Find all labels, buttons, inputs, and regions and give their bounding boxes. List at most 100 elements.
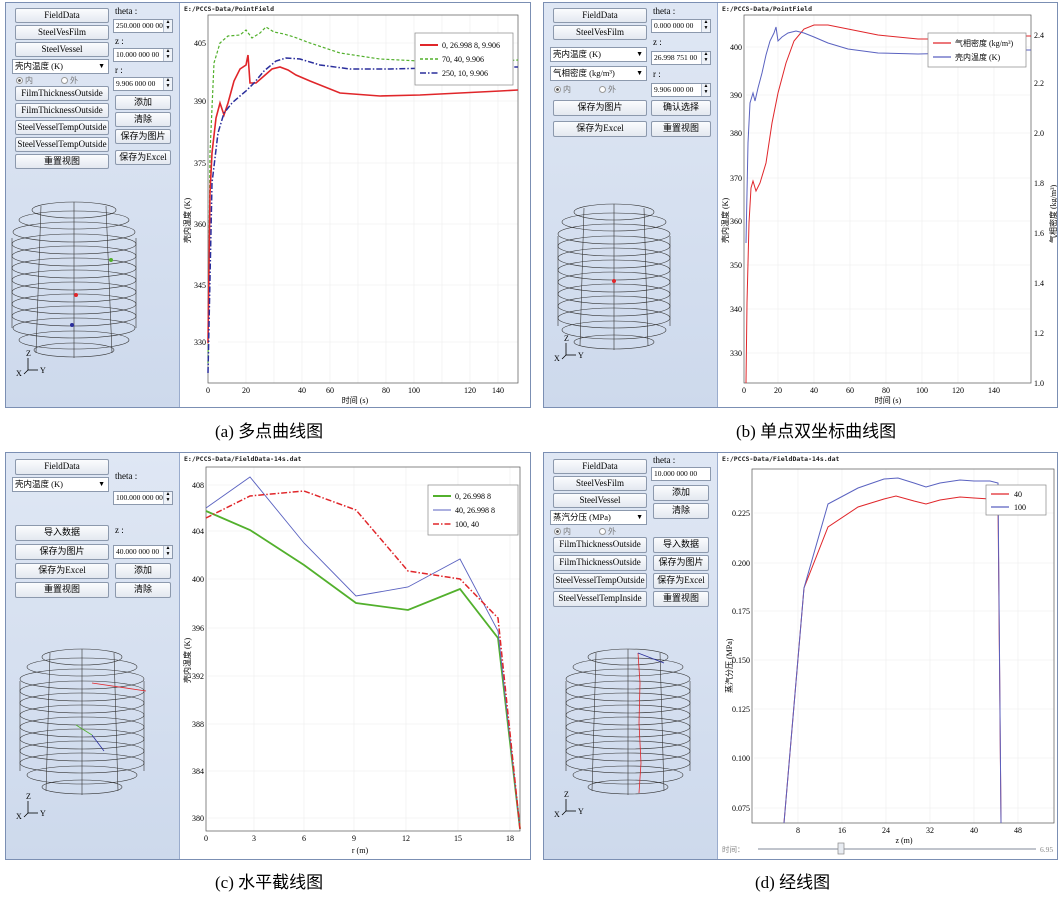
theta-input[interactable]: 100.000 000 00 ▲ ▼ bbox=[113, 491, 173, 505]
film-thickness-outside-button[interactable]: FilmThicknessOutside bbox=[15, 86, 109, 101]
save-excel-button[interactable]: 保存为Excel bbox=[653, 573, 709, 589]
import-data-button[interactable]: 导入数据 bbox=[15, 525, 109, 541]
radio-in[interactable]: 内 bbox=[554, 526, 571, 537]
steelvesfilm-button[interactable]: SteelVesFilm bbox=[553, 476, 647, 491]
y-tick: 392 bbox=[192, 672, 204, 681]
spin-arrows-icon[interactable]: ▲ ▼ bbox=[701, 84, 710, 96]
theta-input[interactable]: 10.000 000 00 bbox=[651, 467, 711, 481]
add-button[interactable]: 添加 bbox=[115, 95, 171, 110]
spin-arrows-icon[interactable]: ▲ ▼ bbox=[701, 52, 710, 64]
variable-select-1[interactable]: 壳内温度 (K) ▼ bbox=[550, 47, 647, 62]
spin-arrows-icon[interactable]: ▲ ▼ bbox=[163, 20, 172, 32]
film-thickness-outside-button[interactable]: FilmThicknessOutside bbox=[553, 537, 647, 553]
theta-label: theta : bbox=[653, 455, 676, 465]
fielddata-button[interactable]: FieldData bbox=[15, 8, 109, 23]
z-input[interactable]: 26.998 751 00 ▲ ▼ bbox=[651, 51, 711, 65]
save-excel-button[interactable]: 保存为Excel bbox=[553, 121, 647, 137]
y-tick: 408 bbox=[192, 481, 204, 490]
r-input[interactable]: 9.906 000 00 ▲ ▼ bbox=[651, 83, 711, 97]
y-ticks: 408 404 400 396 392 388 384 380 bbox=[192, 481, 204, 823]
steelvessel-button[interactable]: SteelVessel bbox=[15, 42, 109, 57]
spin-arrows-icon[interactable]: ▲ ▼ bbox=[163, 49, 172, 61]
control-panel-b: FieldData SteelVesFilm 壳内温度 (K) ▼ 气相密度 (k… bbox=[544, 3, 718, 407]
axis-y-label: Y bbox=[578, 807, 584, 816]
file-path: E:/PCCS-Data/FieldData-14s.dat bbox=[722, 455, 840, 463]
variable-select-value: 壳内温度 (K) bbox=[15, 479, 63, 489]
add-button[interactable]: 添加 bbox=[115, 563, 171, 579]
steel-vessel-temp-inside-button[interactable]: SteelVesselTempInside bbox=[553, 591, 647, 607]
radio-out[interactable]: 外 bbox=[599, 84, 616, 95]
chart-d[interactable]: 0.225 0.200 0.175 0.150 0.125 0.100 0.075 8 16 2… bbox=[718, 453, 1058, 859]
vessel-3d-view[interactable]: Z X Y bbox=[544, 198, 718, 398]
clear-button[interactable]: 清除 bbox=[653, 503, 709, 519]
clear-button[interactable]: 清除 bbox=[115, 582, 171, 598]
plot-area-c: E:/PCCS-Data/FieldData-14s.dat 408 404 400… bbox=[180, 453, 530, 859]
clear-button[interactable]: 清除 bbox=[115, 112, 171, 127]
fielddata-button[interactable]: FieldData bbox=[553, 459, 647, 474]
steelvesfilm-button[interactable]: SteelVesFilm bbox=[15, 25, 109, 40]
x-tick: 100 bbox=[408, 386, 420, 395]
x-tick: 48 bbox=[1014, 826, 1022, 835]
time-slider-handle[interactable] bbox=[837, 842, 845, 855]
radio-out[interactable]: 外 bbox=[61, 75, 78, 86]
radio-out[interactable]: 外 bbox=[599, 526, 616, 537]
spin-arrows-icon[interactable]: ▲ ▼ bbox=[701, 20, 710, 32]
save-image-button[interactable]: 保存为图片 bbox=[553, 100, 647, 116]
steelvessel-button[interactable]: SteelVessel bbox=[553, 493, 647, 508]
vessel-3d-view[interactable]: Z X Y bbox=[6, 198, 180, 398]
add-button[interactable]: 添加 bbox=[653, 485, 709, 501]
chart-c[interactable]: 408 404 400 396 392 388 384 380 0 3 6 9 12 15 18 r (m… bbox=[180, 453, 531, 859]
save-image-button[interactable]: 保存为图片 bbox=[115, 129, 171, 144]
legend-label: 壳内温度 (K) bbox=[955, 52, 1000, 62]
y-tick: 0.100 bbox=[732, 754, 750, 763]
steel-vessel-temp-outside-button[interactable]: SteelVesselTempOutside bbox=[15, 120, 109, 135]
point-marker-red bbox=[612, 279, 616, 283]
variable-select[interactable]: 壳内温度 (K) ▼ bbox=[12, 477, 109, 492]
fielddata-button[interactable]: FieldData bbox=[553, 8, 647, 23]
x-tick: 18 bbox=[506, 834, 514, 843]
x-ticks: 0 3 6 9 12 15 18 bbox=[204, 834, 514, 843]
steelvesfilm-button[interactable]: SteelVesFilm bbox=[553, 25, 647, 40]
fielddata-button[interactable]: FieldData bbox=[15, 459, 109, 475]
x-tick: 20 bbox=[242, 386, 250, 395]
import-data-button[interactable]: 导入数据 bbox=[653, 537, 709, 553]
steel-vessel-temp-outside-button-2[interactable]: SteelVesselTempOutside bbox=[15, 137, 109, 152]
spin-arrows-icon[interactable]: ▲ ▼ bbox=[163, 546, 172, 558]
variable-select[interactable]: 蒸汽分压 (MPa) ▼ bbox=[550, 510, 647, 525]
x-tick: 0 bbox=[206, 386, 210, 395]
z-input[interactable]: 10.000 000 00 ▲ ▼ bbox=[113, 48, 173, 62]
x-tick: 3 bbox=[252, 834, 256, 843]
vessel-3d-view[interactable]: Z X Y bbox=[544, 643, 718, 843]
reset-view-button[interactable]: 重置视图 bbox=[653, 591, 709, 607]
z-input[interactable]: 40.000 000 00 ▲ ▼ bbox=[113, 545, 173, 559]
theta-label: theta : bbox=[115, 471, 138, 481]
confirm-selection-button[interactable]: 确认选择 bbox=[651, 100, 711, 116]
film-thickness-outside-button-2[interactable]: FilmThicknessOutside bbox=[553, 555, 647, 571]
plot-area-d: E:/PCCS-Data/FieldData-14s.dat 0.225 0.20… bbox=[718, 453, 1057, 859]
save-excel-button[interactable]: 保存为Excel bbox=[115, 150, 171, 165]
save-image-button[interactable]: 保存为图片 bbox=[653, 555, 709, 571]
chart-a[interactable]: 405 390 375 360 345 330 0 20 40 60 80 100 120 140 时间… bbox=[180, 3, 531, 407]
spin-arrows-icon[interactable]: ▲ ▼ bbox=[163, 78, 172, 90]
theta-input[interactable]: 250.000 000 00 ▲ ▼ bbox=[113, 19, 173, 33]
radio-in[interactable]: 内 bbox=[16, 75, 33, 86]
vessel-3d-view[interactable]: Z X Y bbox=[6, 643, 180, 843]
variable-select-2[interactable]: 气相密度 (kg/m³) ▼ bbox=[550, 66, 647, 81]
chevron-down-icon: ▼ bbox=[636, 69, 643, 77]
save-image-button[interactable]: 保存为图片 bbox=[15, 544, 109, 560]
reset-view-button[interactable]: 重置视图 bbox=[15, 582, 109, 598]
theta-value: 250.000 000 00 bbox=[116, 21, 163, 30]
reset-view-button[interactable]: 重置视图 bbox=[651, 121, 711, 137]
variable-select[interactable]: 壳内温度 (K) ▼ bbox=[12, 59, 109, 74]
reset-view-button[interactable]: 重置视图 bbox=[15, 154, 109, 169]
film-thickness-outside-button-2[interactable]: FilmThicknessOutside bbox=[15, 103, 109, 118]
theta-input[interactable]: 0.000 000 00 ▲ ▼ bbox=[651, 19, 711, 33]
x-tick: 100 bbox=[916, 386, 928, 395]
spin-arrows-icon[interactable]: ▲ ▼ bbox=[163, 492, 172, 504]
r-input[interactable]: 9.906 000 00 ▲ ▼ bbox=[113, 77, 173, 91]
radio-in[interactable]: 内 bbox=[554, 84, 571, 95]
save-excel-button[interactable]: 保存为Excel bbox=[15, 563, 109, 579]
x-tick: 0 bbox=[742, 386, 746, 395]
steel-vessel-temp-outside-button[interactable]: SteelVesselTempOutside bbox=[553, 573, 647, 589]
